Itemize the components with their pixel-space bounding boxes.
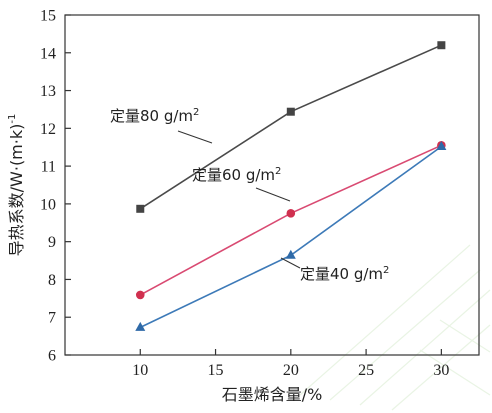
y-tick-label-6: 6 <box>48 348 56 365</box>
series-2-label-superscript: 2 <box>383 265 389 276</box>
series-layer <box>135 41 447 331</box>
plot-frame <box>64 14 480 356</box>
y-axis: 6 7 8 9 10 11 12 13 14 15 <box>40 8 71 365</box>
y-axis-label: 导热系数/W·(m·k)-1 <box>7 114 26 257</box>
series-1-label-main: 定量60 g/m <box>192 166 275 184</box>
y-tick-label-12: 12 <box>40 121 56 138</box>
y-tick-label-13: 13 <box>40 83 56 100</box>
series-2-point-1 <box>285 249 296 259</box>
y-tick-label-11: 11 <box>41 159 56 176</box>
series-2-label-main: 定量40 g/m <box>300 265 383 283</box>
x-tick-label-25: 25 <box>358 362 374 379</box>
series-0-point-2 <box>437 41 446 50</box>
y-tick-label-7: 7 <box>48 310 56 327</box>
series-2-leader-line <box>280 257 301 269</box>
series-1-label: 定量60 g/m2 <box>192 166 281 184</box>
series-1-line <box>139 144 442 296</box>
series-2-line <box>139 145 442 329</box>
series-0-leader-line <box>177 130 213 144</box>
series-1-point-1 <box>286 209 296 218</box>
x-axis: 10 15 20 25 30 <box>132 349 449 379</box>
series-0-point-1 <box>286 107 295 116</box>
series-0-label: 定量80 g/m2 <box>110 107 199 125</box>
series-0-line <box>139 44 442 210</box>
y-tick-label-15: 15 <box>40 8 56 25</box>
series-0-label-main: 定量80 g/m <box>110 107 193 125</box>
series-0-point-0 <box>136 204 145 213</box>
y-axis-label-superscript: -1 <box>7 114 18 124</box>
x-tick-label-15: 15 <box>208 362 224 379</box>
series-1-point-0 <box>135 290 145 300</box>
series-1-leader-line <box>255 187 291 202</box>
x-tick-label-20: 20 <box>283 362 299 379</box>
plot-area <box>64 14 480 356</box>
x-tick-label-10: 10 <box>132 362 148 379</box>
series-1-label-superscript: 2 <box>275 166 281 177</box>
series-0-label-superscript: 2 <box>193 107 199 118</box>
y-tick-label-9: 9 <box>48 234 56 251</box>
y-tick-label-14: 14 <box>40 45 56 62</box>
y-tick-label-8: 8 <box>48 272 56 289</box>
series-2-point-0 <box>135 321 146 331</box>
y-axis-label-main: 导热系数/W·(m·k) <box>7 124 26 257</box>
y-tick-label-10: 10 <box>40 196 56 213</box>
x-axis-label: 石墨烯含量/% <box>222 385 323 404</box>
series-2-point-2 <box>436 140 447 150</box>
series-2-label: 定量40 g/m2 <box>300 265 389 283</box>
x-tick-label-30: 30 <box>433 362 449 379</box>
watermark-decoration <box>299 244 491 411</box>
